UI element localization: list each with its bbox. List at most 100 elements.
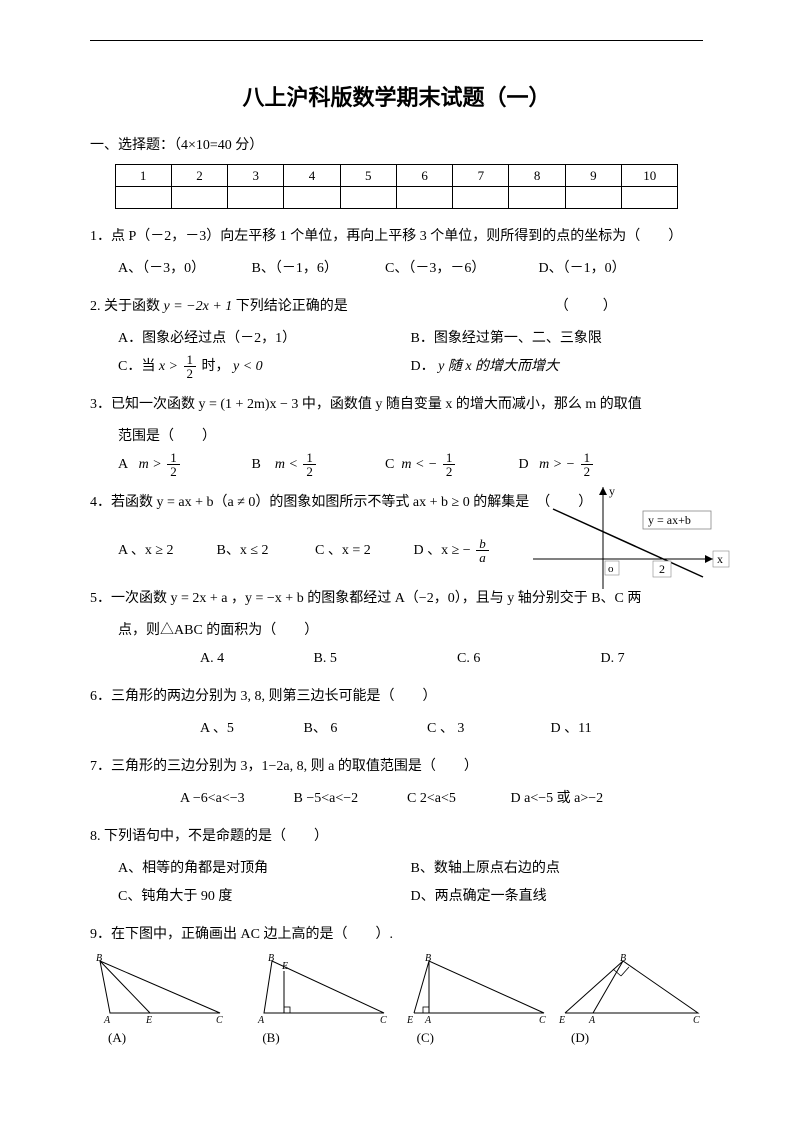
- answer-grid-table: 1 2 3 4 5 6 7 8 9 10: [115, 164, 679, 209]
- question-9: 9．在下图中，正确画出 AC 边上高的是（ ）.: [90, 921, 703, 949]
- vertex-E: E: [406, 1015, 413, 1023]
- option-C: C 2<a<5: [407, 785, 507, 813]
- triangle-diagram-icon: B E A C: [553, 953, 703, 1023]
- option-C: C、（－3，－6）: [385, 255, 535, 283]
- question-3-continue: 范围是（ ）: [118, 423, 703, 451]
- question-9-figures: B A E C (A) B E A C (B): [90, 953, 703, 1046]
- vertex-A: A: [424, 1015, 432, 1023]
- option-D: D 、11: [551, 715, 592, 743]
- frac-den: 2: [581, 465, 594, 478]
- fraction-icon: b a: [476, 537, 489, 564]
- option-A: A m > 12: [118, 451, 248, 479]
- fraction-icon: 12: [167, 451, 180, 478]
- option-D-mid: y 随 x 的增大而增大: [438, 353, 559, 381]
- section-1-heading: 一、选择题：（4×10=40 分）: [90, 134, 703, 154]
- table-cell: [509, 187, 565, 209]
- table-cell: [396, 187, 452, 209]
- option-B: B、 6: [304, 715, 424, 743]
- question-1-options: A、（－3，0） B、（－1，6） C、（－3，－6） D、（－1，0）: [118, 255, 703, 283]
- figure-B: B E A C (B): [244, 953, 394, 1046]
- option-B: B、（－1，6）: [252, 255, 382, 283]
- frac-den: 2: [184, 367, 197, 380]
- answer-blank: （ ）: [555, 299, 619, 314]
- table-cell: 10: [622, 165, 678, 187]
- vertex-E: E: [558, 1015, 565, 1023]
- table-cell: [622, 187, 678, 209]
- option-C: C 、 3: [427, 715, 547, 743]
- frac-num: 1: [303, 451, 316, 465]
- opt-expr: m > −: [539, 451, 575, 479]
- option-A: A 、5: [200, 715, 300, 743]
- table-row: 1 2 3 4 5 6 7 8 9 10: [115, 165, 678, 187]
- question-text: 3．已知一次函数 y = (1 + 2m)x − 3 中，函数值 y 随自变量 …: [90, 397, 642, 412]
- vertex-C: C: [539, 1015, 546, 1023]
- table-cell: [453, 187, 509, 209]
- table-cell: 2: [171, 165, 227, 187]
- option-B: B、x ≤ 2: [217, 537, 312, 565]
- vertex-B: B: [268, 953, 274, 964]
- line-label: y = ax+b: [648, 513, 691, 527]
- option-C-post: y < 0: [233, 353, 263, 381]
- page-title: 八上沪科版数学期末试题（一）: [90, 80, 703, 112]
- table-cell: [340, 187, 396, 209]
- question-6-options: A 、5 B、 6 C 、 3 D 、11: [200, 715, 703, 743]
- option-B: B、数轴上原点右边的点: [411, 855, 560, 883]
- frac-num: 1: [184, 353, 197, 367]
- table-cell: 5: [340, 165, 396, 187]
- opt-expr: m < −: [401, 451, 437, 479]
- question-text: 8. 下列语句中，不是命题的是（ ）: [90, 829, 328, 844]
- figure-C: B E A C (C): [399, 953, 549, 1046]
- figure-D: B E A C (D): [553, 953, 703, 1046]
- vertex-E: E: [145, 1015, 152, 1023]
- option-B: B −5<a<−2: [294, 785, 404, 813]
- question-2-options-row1: A．图象必经过点（－2，1） B．图象经过第一、二、三象限: [118, 325, 703, 353]
- table-cell: 1: [115, 165, 171, 187]
- option-B: B. 5: [314, 645, 454, 673]
- option-A: A −6<a<−3: [180, 785, 290, 813]
- option-B: B m < 12: [252, 451, 382, 479]
- question-text: 5．一次函数 y = 2x + a ，y = −x + b 的图象都经过 A（−…: [90, 591, 641, 606]
- fraction-icon: 12: [443, 451, 456, 478]
- triangle-diagram-icon: B E A C: [399, 953, 549, 1023]
- frac-den: 2: [167, 465, 180, 478]
- table-cell: [115, 187, 171, 209]
- triangle-diagram-icon: B E A C: [244, 953, 394, 1023]
- question-8-options-row2: C、钝角大于 90 度 D、两点确定一条直线: [118, 883, 703, 911]
- vertex-E: E: [281, 961, 288, 972]
- question-text-post: 下列结论正确的是: [236, 299, 348, 314]
- question-text-pre: 2. 关于函数: [90, 299, 164, 314]
- option-A: A. 4: [200, 645, 310, 673]
- question-5-continue: 点，则△ABC 的面积为（ ）: [118, 617, 703, 645]
- question-expr: y = −2x + 1: [164, 299, 233, 314]
- option-C-mid1: x >: [159, 353, 178, 381]
- table-cell: [228, 187, 284, 209]
- option-C: C、钝角大于 90 度: [118, 883, 232, 911]
- figure-label: (A): [108, 1030, 240, 1046]
- q4-graph: y = ax+b x y o 2: [513, 479, 733, 599]
- frac-num: 1: [167, 451, 180, 465]
- question-text: 1．点 P（－2，－3）向左平移 1 个单位，再向上平移 3 个单位，则所得到的…: [90, 229, 682, 244]
- vertex-B: B: [96, 953, 102, 964]
- option-A: A、相等的角都是对顶角: [118, 855, 268, 883]
- option-C: C. 6: [457, 645, 597, 673]
- question-text: 9．在下图中，正确画出 AC 边上高的是（ ）.: [90, 927, 393, 942]
- figure-label: (C): [417, 1030, 549, 1046]
- question-text2: 范围是（ ）: [118, 423, 216, 451]
- option-D-pre: D．: [411, 353, 435, 381]
- option-C-mid2: 时，: [202, 353, 230, 381]
- option-C: C m < − 12: [385, 451, 515, 479]
- question-2-options-row2: C．当 x > 1 2 时， y < 0 D． y 随 x 的增大而增大: [118, 353, 703, 381]
- frac-den: 2: [303, 465, 316, 478]
- frac-den: 2: [443, 465, 456, 478]
- question-text: 7．三角形的三边分别为 3，1−2a, 8, 则 a 的取值范围是（ ）: [90, 759, 478, 774]
- question-8: 8. 下列语句中，不是命题的是（ ）: [90, 823, 703, 851]
- question-text2: 点，则△ABC 的面积为（ ）: [118, 617, 318, 645]
- axis-x-label: x: [717, 552, 723, 566]
- opt-expr: m <: [275, 451, 298, 479]
- vertex-A: A: [257, 1015, 265, 1023]
- opt-label: B: [252, 451, 261, 479]
- option-A: A 、x ≥ 2: [118, 537, 213, 565]
- frac-num: 1: [443, 451, 456, 465]
- vertex-C: C: [693, 1015, 700, 1023]
- frac-num: b: [476, 537, 489, 551]
